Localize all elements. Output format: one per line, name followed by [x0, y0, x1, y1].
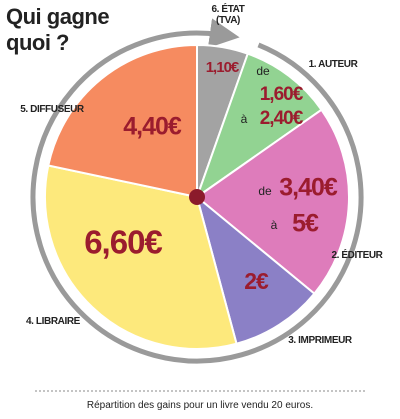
category-label: 6. ÉTAT (TVA): [211, 4, 245, 26]
category-label: 5. DIFFUSEUR: [20, 104, 84, 115]
pie-slice: [44, 164, 238, 350]
value-label: 4,40€: [123, 113, 182, 141]
range-word: à: [271, 218, 278, 232]
value-label: 1,60€: [260, 84, 304, 105]
category-label: 2. ÉDITEUR: [331, 250, 383, 261]
range-word: à: [241, 112, 248, 126]
ring-arrow: [30, 18, 364, 364]
category-label: 4. LIBRAIRE: [26, 316, 80, 327]
pie-slice: [195, 108, 350, 296]
pie-slice: [47, 43, 198, 199]
category-label: 1. AUTEUR: [308, 59, 358, 70]
value-label: 2,40€: [260, 108, 304, 129]
center-dot: [189, 189, 205, 205]
ring-arc: [30, 18, 364, 364]
title-line: Qui gagne: [6, 4, 109, 29]
caption: Répartition des gains pour un livre vend…: [87, 400, 313, 411]
value-label: 2€: [244, 268, 269, 294]
value-label: 3,40€: [279, 174, 338, 202]
pie-slice: [195, 194, 316, 345]
value-label: 1,10€: [206, 59, 240, 76]
value-label: 5€: [292, 210, 319, 238]
range-word: de: [256, 64, 270, 78]
pie: [44, 43, 350, 350]
value-label: 6,60€: [84, 224, 162, 261]
category-label: 3. IMPRIMEUR: [288, 335, 352, 346]
title-line: quoi ?: [6, 30, 69, 55]
pie-slice: [195, 52, 323, 200]
range-word: de: [258, 184, 272, 198]
